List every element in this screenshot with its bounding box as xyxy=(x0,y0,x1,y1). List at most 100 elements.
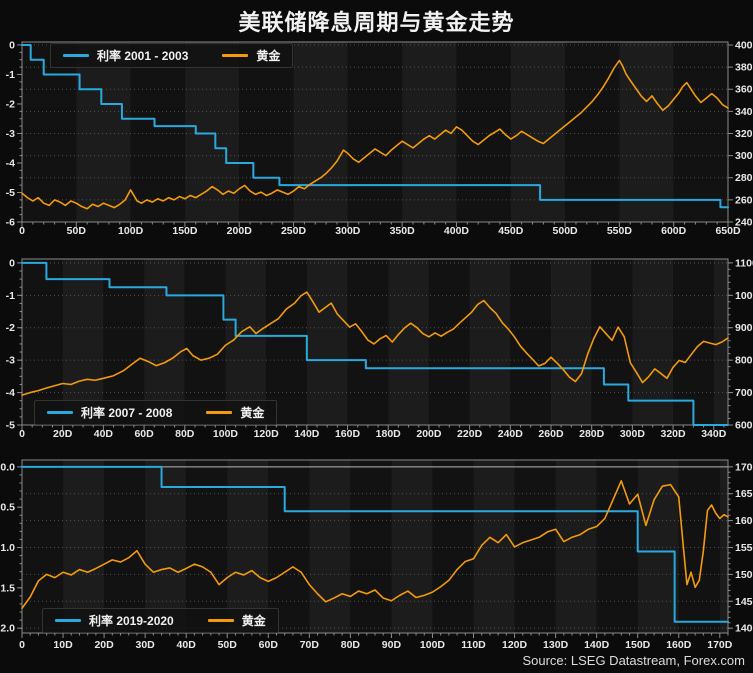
svg-text:700: 700 xyxy=(735,387,753,399)
svg-text:100D: 100D xyxy=(118,225,144,237)
svg-text:30D: 30D xyxy=(136,639,156,651)
legend-label: 黄金 xyxy=(256,49,281,63)
svg-text:300D: 300D xyxy=(335,225,361,237)
svg-text:120D: 120D xyxy=(502,639,528,651)
source-attribution: Source: LSEG Datastream, Forex.com xyxy=(522,653,745,668)
svg-text:40D: 40D xyxy=(94,428,114,440)
svg-text:-1.0: -1.0 xyxy=(0,542,15,554)
svg-text:300D: 300D xyxy=(620,428,646,440)
svg-text:-4: -4 xyxy=(6,157,15,169)
svg-text:0: 0 xyxy=(9,39,15,51)
svg-text:-1.5: -1.5 xyxy=(0,582,15,594)
svg-text:-3: -3 xyxy=(6,355,15,367)
svg-text:10D: 10D xyxy=(53,639,73,651)
svg-text:0: 0 xyxy=(19,225,25,237)
svg-text:-2: -2 xyxy=(6,322,15,334)
svg-text:140D: 140D xyxy=(584,639,610,651)
legend-label: 黄金 xyxy=(240,406,265,420)
svg-text:-6: -6 xyxy=(6,217,15,229)
svg-text:1100: 1100 xyxy=(735,257,753,269)
svg-text:-3: -3 xyxy=(6,128,15,140)
svg-text:200D: 200D xyxy=(227,225,253,237)
svg-text:-2.0: -2.0 xyxy=(0,623,15,635)
svg-text:130D: 130D xyxy=(543,639,569,651)
svg-text:100D: 100D xyxy=(420,639,446,651)
gold-line-swatch xyxy=(206,411,233,414)
svg-text:150D: 150D xyxy=(172,225,198,237)
svg-text:0.0: 0.0 xyxy=(0,461,15,473)
gold-line-fed-2019-2020-vs-gold xyxy=(21,480,729,610)
svg-text:0: 0 xyxy=(19,639,25,651)
svg-text:340: 340 xyxy=(735,106,753,118)
svg-text:50D: 50D xyxy=(67,225,87,237)
svg-text:350D: 350D xyxy=(390,225,416,237)
svg-text:1600: 1600 xyxy=(735,515,753,527)
rate-line-fed-2019-2020-vs-gold xyxy=(21,465,729,623)
page-title: 美联储降息周期与黄金走势 xyxy=(238,10,515,35)
svg-text:1650: 1650 xyxy=(735,488,753,500)
plot-border xyxy=(21,258,729,426)
svg-text:90D: 90D xyxy=(382,639,402,651)
legend-item-gold-2: 黄金 xyxy=(206,404,264,421)
svg-text:0: 0 xyxy=(19,428,25,440)
svg-text:-1: -1 xyxy=(6,290,15,302)
svg-text:260D: 260D xyxy=(538,428,564,440)
legend-label: 黄金 xyxy=(241,614,266,628)
panel-fed-2019-2020-vs-gold: 0 10D 20D 30D 40D 50D 60D 70D 80D 90D 100D 110D 120D… xyxy=(0,459,753,651)
svg-text:110D: 110D xyxy=(461,639,486,651)
svg-text:160D: 160D xyxy=(666,639,692,651)
background-bands xyxy=(22,42,728,222)
svg-text:40D: 40D xyxy=(177,639,197,651)
svg-text:600D: 600D xyxy=(661,225,687,237)
svg-text:300: 300 xyxy=(735,150,753,162)
svg-text:1500: 1500 xyxy=(735,569,753,581)
legend-panel-1: 利率 2001 - 2003 黄金 xyxy=(50,43,294,68)
gold-line-swatch xyxy=(222,54,249,57)
svg-text:100D: 100D xyxy=(213,428,239,440)
svg-text:250D: 250D xyxy=(281,225,307,237)
svg-text:200D: 200D xyxy=(416,428,442,440)
svg-text:900: 900 xyxy=(735,322,753,334)
svg-text:1400: 1400 xyxy=(735,623,753,635)
rate-line-fed-2001-2003-vs-gold xyxy=(21,43,729,209)
svg-text:280D: 280D xyxy=(579,428,605,440)
svg-text:240D: 240D xyxy=(498,428,524,440)
svg-text:80D: 80D xyxy=(175,428,195,440)
svg-text:1550: 1550 xyxy=(735,542,753,554)
svg-text:-2: -2 xyxy=(6,98,15,110)
svg-text:150D: 150D xyxy=(625,639,651,651)
gold-line-fed-2001-2003-vs-gold xyxy=(21,59,729,210)
svg-text:70D: 70D xyxy=(300,639,320,651)
legend-item-rate-2007-2008: 利率 2007 - 2008 xyxy=(47,404,172,421)
gold-line-fed-2007-2008-vs-gold xyxy=(21,291,729,396)
legend-panel-3: 利率 2019-2020 黄金 xyxy=(42,608,279,633)
svg-text:240: 240 xyxy=(735,217,753,229)
rate-line-swatch xyxy=(55,619,81,622)
svg-text:220D: 220D xyxy=(457,428,483,440)
svg-text:1000: 1000 xyxy=(735,290,753,302)
svg-text:1700: 1700 xyxy=(735,461,753,473)
svg-text:180D: 180D xyxy=(376,428,402,440)
svg-text:380: 380 xyxy=(735,62,753,74)
svg-text:-4: -4 xyxy=(6,387,15,399)
axis-ticks: 0 10D 20D 30D 40D 50D 60D 70D 80D 90D 100D 110D 120D… xyxy=(0,461,753,651)
gold-line-swatch xyxy=(207,619,234,622)
svg-text:650D: 650D xyxy=(715,225,741,237)
axis-ticks: 0 50D 100D 150D 200D 250D 300D 350D 400D 450D 500D… xyxy=(6,39,753,237)
svg-text:1450: 1450 xyxy=(735,596,753,608)
svg-text:600: 600 xyxy=(735,420,753,432)
svg-text:50D: 50D xyxy=(218,639,238,651)
svg-text:120D: 120D xyxy=(254,428,280,440)
svg-text:500D: 500D xyxy=(553,225,579,237)
plot-border xyxy=(21,41,729,223)
legend-item-rate-2019-2020: 利率 2019-2020 xyxy=(55,612,174,629)
svg-text:340D: 340D xyxy=(701,428,727,440)
svg-text:-5: -5 xyxy=(6,420,15,432)
svg-text:0: 0 xyxy=(9,257,15,269)
svg-text:160D: 160D xyxy=(335,428,361,440)
svg-text:20D: 20D xyxy=(94,639,114,651)
svg-text:320D: 320D xyxy=(661,428,687,440)
rate-line-swatch xyxy=(63,54,89,57)
